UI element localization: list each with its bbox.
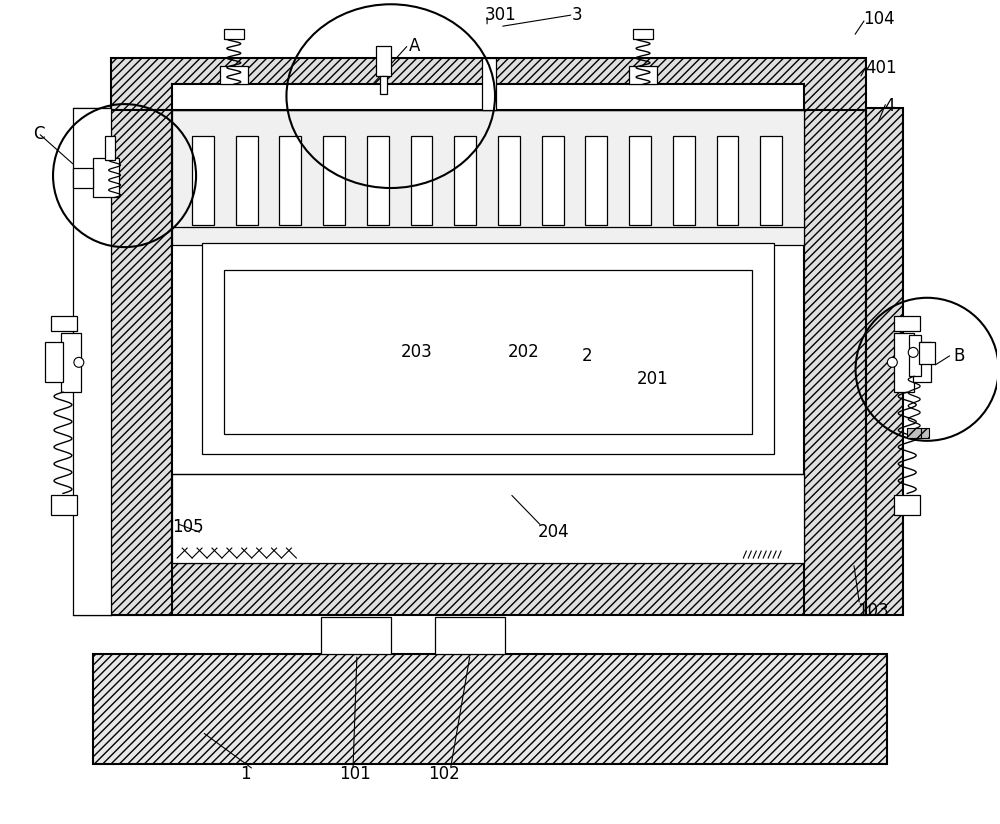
Bar — [913, 343, 931, 382]
Bar — [93, 157, 119, 198]
Bar — [380, 77, 387, 94]
Bar — [454, 136, 476, 225]
Text: 203: 203 — [401, 344, 432, 362]
Bar — [111, 108, 172, 615]
Text: 101: 101 — [339, 765, 371, 783]
Bar — [367, 136, 389, 225]
Text: C: C — [33, 125, 45, 143]
Bar — [376, 46, 391, 77]
Bar — [224, 29, 244, 39]
Text: A: A — [409, 37, 420, 55]
Bar — [105, 136, 115, 160]
Bar — [321, 616, 391, 654]
Bar — [633, 29, 653, 39]
Circle shape — [74, 358, 84, 368]
Bar — [909, 335, 921, 377]
Bar — [482, 59, 496, 110]
Bar — [894, 316, 920, 330]
Text: 201: 201 — [637, 370, 669, 388]
Text: 401: 401 — [866, 59, 897, 77]
Bar — [804, 108, 866, 615]
Bar — [411, 136, 432, 225]
Text: 4: 4 — [884, 97, 895, 115]
Text: 102: 102 — [428, 765, 460, 783]
Text: 105: 105 — [172, 518, 204, 536]
Bar — [435, 616, 505, 654]
Text: B: B — [953, 348, 964, 365]
Bar — [629, 67, 657, 84]
Bar — [629, 136, 651, 225]
Bar — [73, 167, 93, 188]
Bar — [585, 136, 607, 225]
Text: 1: 1 — [240, 765, 250, 783]
Bar — [673, 136, 695, 225]
Bar — [172, 110, 804, 245]
Bar — [172, 110, 804, 563]
Bar — [542, 136, 564, 225]
Bar — [73, 108, 111, 615]
Text: 103: 103 — [858, 602, 889, 620]
Bar — [51, 495, 77, 515]
Text: 2: 2 — [581, 348, 592, 365]
Bar — [894, 333, 914, 392]
Bar — [224, 270, 752, 434]
Bar — [45, 343, 63, 382]
Bar — [192, 136, 214, 225]
Bar — [921, 428, 929, 438]
Bar — [93, 654, 887, 764]
Bar — [760, 136, 782, 225]
Bar — [894, 495, 920, 515]
Bar — [498, 136, 520, 225]
Bar — [61, 333, 81, 392]
Bar — [279, 136, 301, 225]
Bar — [51, 316, 77, 330]
Bar — [919, 343, 935, 364]
Bar — [236, 136, 258, 225]
Bar — [866, 108, 903, 615]
Text: 202: 202 — [508, 344, 540, 362]
Circle shape — [908, 348, 918, 358]
Bar — [202, 243, 774, 454]
Bar — [907, 428, 921, 438]
Bar — [172, 84, 804, 110]
Bar — [717, 136, 738, 225]
Text: 204: 204 — [538, 523, 569, 541]
Text: 301: 301 — [485, 6, 517, 24]
Bar — [111, 563, 866, 615]
Circle shape — [887, 358, 897, 368]
Bar — [220, 67, 248, 84]
Bar — [323, 136, 345, 225]
Text: 104: 104 — [864, 10, 895, 28]
Text: 3: 3 — [572, 6, 582, 24]
Bar — [111, 59, 866, 110]
Bar — [172, 474, 804, 563]
